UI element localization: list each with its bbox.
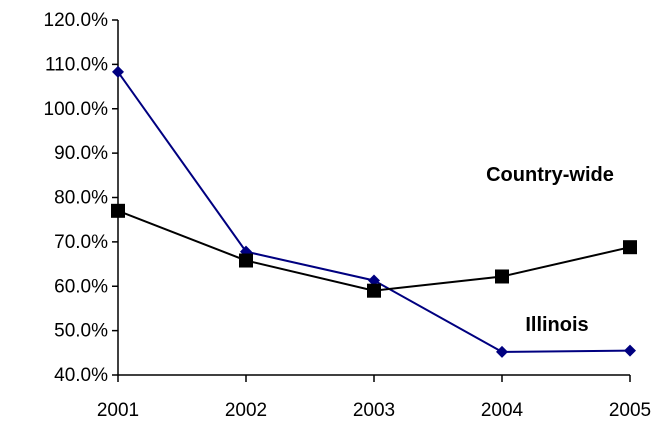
y-tick-label: 80.0% — [54, 188, 108, 209]
x-tick-label: 2004 — [481, 400, 524, 421]
y-tick-label: 60.0% — [54, 276, 108, 297]
marker — [624, 344, 636, 357]
x-tick-label: 2001 — [97, 400, 139, 421]
marker — [112, 65, 124, 78]
series-label: Illinois — [525, 314, 589, 336]
y-tick-label: 110.0% — [45, 54, 108, 75]
marker — [368, 274, 380, 287]
marker — [240, 245, 252, 258]
marker — [495, 269, 509, 284]
y-tick-label: 120.0% — [44, 10, 109, 31]
marker — [496, 345, 508, 358]
marker — [111, 203, 125, 218]
y-tick-label: 40.0% — [54, 365, 108, 386]
marker — [367, 283, 381, 298]
x-tick-label: 2005 — [609, 400, 651, 421]
y-tick-label: 50.0% — [54, 321, 108, 342]
y-tick-label: 70.0% — [54, 232, 108, 253]
y-tick-label: 100.0% — [44, 99, 109, 120]
x-tick-label: 2002 — [225, 400, 267, 421]
x-tick-label: 2003 — [353, 400, 395, 421]
marker — [239, 253, 253, 268]
series-label: Country-wide — [486, 164, 614, 186]
marker — [623, 240, 637, 255]
y-tick-label: 90.0% — [54, 143, 108, 164]
